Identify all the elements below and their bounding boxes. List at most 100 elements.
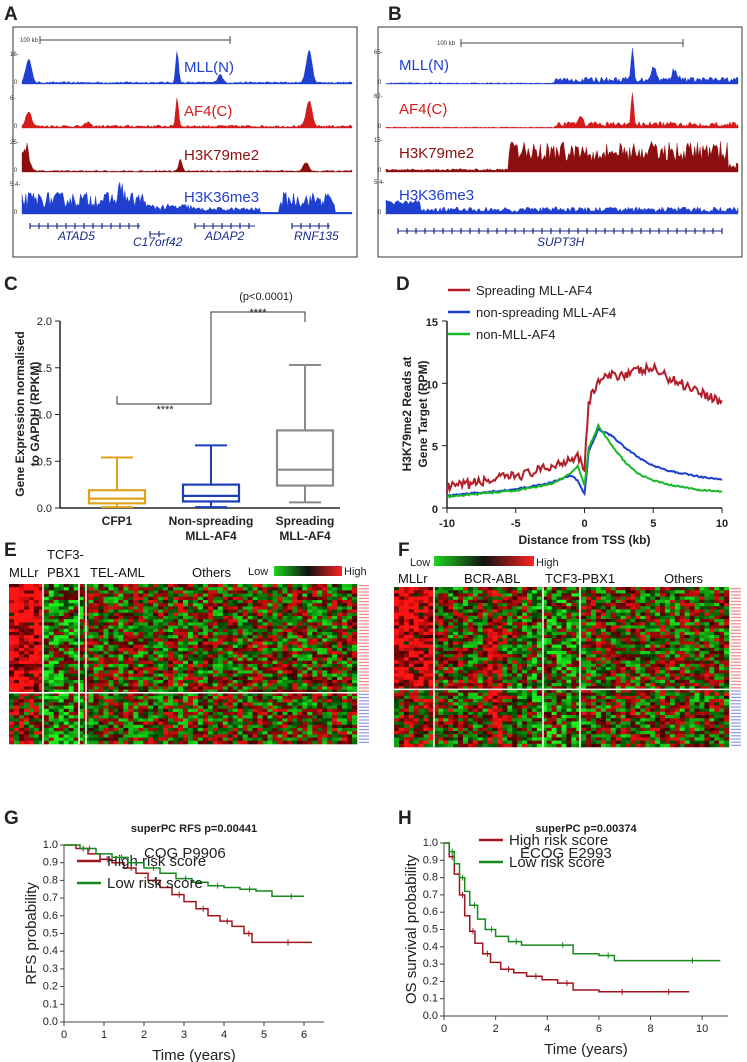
panel-a-track-2-min: 0 bbox=[14, 168, 18, 174]
panel-h-legend-label-0: High risk score bbox=[509, 832, 608, 849]
panel-d-xtick: -10 bbox=[439, 518, 455, 530]
panel-e-group-others: Others bbox=[192, 565, 232, 580]
panel-c-ytick: 0.0 bbox=[37, 503, 52, 515]
panel-b-track-2-min: 0 bbox=[378, 168, 382, 174]
panel-g-title: superPC RFS p=0.00441 bbox=[131, 823, 257, 835]
panel-g-curve-1 bbox=[64, 844, 304, 898]
panel-b-track-1-max: 62- bbox=[374, 94, 383, 100]
panel-c-pvalue: (p<0.0001) bbox=[239, 291, 293, 303]
panel-d-series-1 bbox=[446, 427, 723, 497]
panel-b-track-1-name: AF4(C) bbox=[399, 101, 447, 118]
panel-e-group-mllr: MLLr bbox=[9, 565, 39, 580]
panel-f-heatmap: Low High MLLr BCR-ABL TCF3-PBX1 Others bbox=[394, 556, 741, 748]
panel-h-xlabel: Time (years) bbox=[544, 1041, 628, 1058]
panel-a-track-2-name: H3K79me2 bbox=[184, 147, 259, 164]
panel-g-xtick: 2 bbox=[141, 1029, 147, 1041]
gene-label-c17orf42: C17orf42 bbox=[133, 235, 183, 249]
panel-a-label: A bbox=[4, 4, 18, 25]
panel-e-group-tcf3: TCF3- bbox=[47, 547, 84, 562]
panel-b-track-0-max: 65- bbox=[374, 50, 383, 56]
panel-h-ytick: 1.0 bbox=[423, 837, 438, 849]
panel-h-label: H bbox=[398, 808, 412, 829]
panel-a-track-3-max: 5.4- bbox=[10, 182, 20, 188]
panel-h-curve-1 bbox=[444, 842, 721, 962]
panel-g-ytick: 0.6 bbox=[43, 910, 58, 922]
panel-d-legend-label-1: non-spreading MLL-AF4 bbox=[476, 305, 616, 320]
panel-g-ylabel: RFS probability bbox=[23, 882, 40, 985]
panel-g-xtick: 3 bbox=[181, 1029, 187, 1041]
panel-d-xtick: 5 bbox=[650, 518, 656, 530]
panel-h-xtick: 8 bbox=[647, 1023, 653, 1035]
panel-h-ylabel: OS survival probability bbox=[403, 854, 420, 1004]
panel-d-label: D bbox=[396, 274, 410, 295]
panel-a-frame bbox=[12, 26, 358, 258]
panel-c-box-0 bbox=[87, 489, 147, 505]
panel-d-ytick: 0 bbox=[432, 504, 438, 516]
gene-label-adap2: ADAP2 bbox=[204, 229, 245, 243]
panel-d-xlabel: Distance from TSS (kb) bbox=[518, 533, 650, 547]
panel-g-xlabel: Time (years) bbox=[152, 1047, 236, 1062]
panel-c-sig-top: **** bbox=[249, 307, 267, 319]
panel-b-track-2-signal bbox=[385, 140, 739, 173]
panel-b-track-2-max: 15- bbox=[374, 138, 383, 144]
panel-b-track-1-signal bbox=[385, 92, 739, 129]
panel-g-ytick: 0.3 bbox=[43, 963, 58, 975]
panel-h-ytick: 0.9 bbox=[423, 854, 438, 866]
panel-h-xtick: 0 bbox=[441, 1023, 447, 1035]
panel-g-ytick: 0.8 bbox=[43, 874, 58, 886]
panel-f-group-tcf3pbx1: TCF3-PBX1 bbox=[545, 571, 615, 586]
panel-f-group-others: Others bbox=[664, 571, 704, 586]
panel-e-heatmap: MLLr TCF3- PBX1 TEL-AML Others Low High bbox=[9, 547, 369, 745]
panel-f-label: F bbox=[398, 540, 410, 561]
panel-h-subtitle: ECOG E2993 bbox=[520, 845, 612, 862]
panel-a-track-2-signal bbox=[21, 142, 353, 173]
panel-b-track-3-min: 0 bbox=[378, 210, 382, 216]
panel-d-xtick: 0 bbox=[581, 518, 587, 530]
panel-h-xtick: 2 bbox=[493, 1023, 499, 1035]
panel-c-ytick: 1.5 bbox=[37, 363, 52, 375]
panel-g-ytick: 0.7 bbox=[43, 892, 58, 904]
panel-e-high: High bbox=[344, 566, 367, 578]
panel-d-legend-label-0: Spreading MLL-AF4 bbox=[476, 283, 592, 298]
panel-b-track-0-name: MLL(N) bbox=[399, 57, 449, 74]
panel-c-ytick: 2.0 bbox=[37, 316, 52, 328]
panel-g-ytick: 1.0 bbox=[43, 839, 58, 851]
panel-g-km-plot: superPC RFS p=0.00441 COG P9906 0.0 0.1 0.2 0… bbox=[23, 823, 324, 1062]
panel-c-category-label: Non-spreading bbox=[169, 514, 254, 528]
panel-g-legend-label-0: High risk score bbox=[107, 853, 206, 870]
panel-b-track-3-signal bbox=[385, 199, 739, 215]
panel-b-genome-tracks: 100 kb MLL(N) 65- 0 AF4(C) 62- 0 H3K79me2 15- 0 H… bbox=[374, 26, 743, 258]
panel-c-category-label: Spreading bbox=[276, 514, 335, 528]
panel-d-ytick: 5 bbox=[432, 442, 438, 454]
panel-e-group-telaml: TEL-AML bbox=[90, 565, 145, 580]
panel-b-track-0-signal bbox=[385, 47, 739, 85]
panel-d-legend-label-2: non-MLL-AF4 bbox=[476, 327, 555, 342]
gene-label-rnf135: RNF135 bbox=[294, 229, 339, 243]
panel-c-boxplot: Gene Expression normalisedto GAPDH (RPKM… bbox=[13, 291, 340, 543]
panel-g-subtitle: COG P9906 bbox=[144, 845, 226, 862]
panel-b-label: B bbox=[388, 4, 402, 25]
panel-g-xtick: 6 bbox=[301, 1029, 307, 1041]
panel-h-legend-label-1: Low risk score bbox=[509, 854, 605, 871]
panel-d-series-2 bbox=[446, 422, 723, 499]
panel-g-xtick: 0 bbox=[61, 1029, 67, 1041]
panel-b-track-3-max: 5.4- bbox=[374, 180, 384, 186]
panel-g-xtick: 4 bbox=[221, 1029, 227, 1041]
panel-g-legend-label-1: Low risk score bbox=[107, 875, 203, 892]
panel-b-track-2-name: H3K79me2 bbox=[399, 145, 474, 162]
panel-c-ytick: 1.0 bbox=[37, 410, 52, 422]
panel-f-group-mllr: MLLr bbox=[398, 571, 428, 586]
panel-d-ylabel: H3K79me2 Reads at Gene Target (RPM) bbox=[400, 357, 430, 472]
panel-a-scale-label: 100 kb bbox=[20, 38, 39, 44]
panel-h-title: superPC p=0.00374 bbox=[535, 823, 637, 835]
panel-g-ytick: 0.9 bbox=[43, 857, 58, 869]
panel-g-xtick: 1 bbox=[101, 1029, 107, 1041]
panel-f-group-bcrabl: BCR-ABL bbox=[464, 571, 520, 586]
gene-label-atad5: ATAD5 bbox=[57, 229, 95, 243]
panel-h-km-plot: superPC p=0.00374 ECOG E2993 0.0 0.1 0.2 0.3 0… bbox=[403, 823, 728, 1058]
panel-c-box-1 bbox=[181, 483, 241, 503]
panel-h-ytick: 0.0 bbox=[423, 1010, 438, 1022]
panel-c-sig-bottom: **** bbox=[156, 404, 174, 416]
panel-e-group-pbx1: PBX1 bbox=[47, 565, 80, 580]
